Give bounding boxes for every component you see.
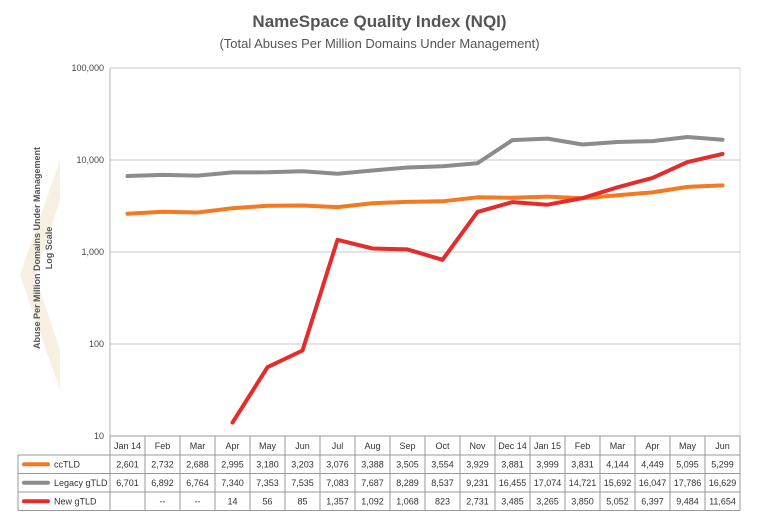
- table-cell-value: 2,995: [221, 459, 244, 469]
- table-cell-value: 3,076: [326, 459, 349, 469]
- table-cell-value: 7,687: [361, 478, 384, 488]
- table-cell-value: 3,485: [501, 496, 524, 506]
- table-cell-value: 16,629: [709, 478, 737, 488]
- table-cell-value: 1,092: [361, 496, 384, 506]
- table-cell-value: 3,999: [536, 459, 559, 469]
- x-tick-label: May: [679, 441, 697, 451]
- chart-subtitle: (Total Abuses Per Million Domains Under …: [219, 36, 540, 51]
- y-tick-labels: 100,000 10,000 1,000 100 10: [71, 63, 104, 441]
- x-tick-label: Jul: [332, 441, 344, 451]
- series-line-cctld: [125, 183, 725, 216]
- legend-label: Legacy gTLD: [54, 478, 108, 488]
- y-tick-label: 100: [89, 339, 104, 349]
- table-cell-value: 2,732: [151, 459, 174, 469]
- series-lines: [125, 135, 725, 425]
- y-tick-label: 1,000: [81, 247, 104, 257]
- x-tick-label: Jun: [295, 441, 310, 451]
- table-cell-value: 8,289: [396, 478, 419, 488]
- table-cell-value: 8,537: [431, 478, 454, 488]
- table-cell-value: 3,180: [256, 459, 279, 469]
- x-tick-label: Mar: [190, 441, 206, 451]
- table-cell-value: 6,701: [116, 478, 139, 488]
- legend-label: ccTLD: [54, 459, 81, 469]
- chart-title: NameSpace Quality Index (NQI): [252, 12, 507, 31]
- table-cell-value: 3,505: [396, 459, 419, 469]
- table-cell-value: 17,074: [534, 478, 562, 488]
- x-tick-label: Jun: [715, 441, 730, 451]
- data-table: Jan 14 Feb Mar Apr May Jun Jul Aug Sep Oct Nov Dec …: [17, 435, 741, 511]
- x-tick-label: Dec 14: [498, 441, 527, 451]
- table-cell-value: 7,340: [221, 478, 244, 488]
- table-cell-value: 11,654: [709, 496, 736, 506]
- x-tick-label: Feb: [155, 441, 171, 451]
- series-line-legacy-gtld: [125, 135, 725, 178]
- table-cell-value: 7,535: [291, 478, 314, 488]
- table-cell-value: 14: [227, 496, 237, 506]
- table-cell-value: 3,265: [536, 496, 559, 506]
- table-cell-value: 5,299: [711, 459, 734, 469]
- table-cell-value: 3,831: [571, 459, 594, 469]
- table-cell-value: 4,144: [606, 459, 629, 469]
- table-cell-value: 56: [262, 496, 272, 506]
- table-cell-value: 3,881: [501, 459, 524, 469]
- x-tick-label: Apr: [645, 441, 659, 451]
- watermark-chevron-icon: [20, 160, 60, 390]
- table-cell-value: 3,554: [431, 459, 454, 469]
- table-cell-value: 2,688: [186, 459, 209, 469]
- table-cell-value: 3,850: [571, 496, 594, 506]
- table-cell-value: 16,047: [639, 478, 667, 488]
- table-cell-value: 5,052: [606, 496, 629, 506]
- table-cell-value: 9,231: [466, 478, 489, 488]
- grid-lines: [110, 67, 740, 345]
- table-cell-value: 823: [435, 496, 450, 506]
- table-cell-value: 15,692: [604, 478, 632, 488]
- table-cell-value: 2,601: [116, 459, 139, 469]
- x-tick-label: Nov: [469, 441, 486, 451]
- table-cell-value: 1,357: [326, 496, 349, 506]
- table-cell-value: --: [160, 496, 166, 506]
- table-cell-value: 9,484: [676, 496, 699, 506]
- table-cell-value: 2,731: [466, 496, 489, 506]
- table-cell-value: 6,892: [151, 478, 174, 488]
- table-cell-value: 3,388: [361, 459, 384, 469]
- y-tick-label: 10: [94, 431, 104, 441]
- legend-label: New gTLD: [54, 496, 97, 506]
- y-tick-label: 100,000: [71, 63, 104, 73]
- table-cell-value: 4,449: [641, 459, 664, 469]
- table-cell-value: 3,929: [466, 459, 489, 469]
- table-cell-value: 3,203: [291, 459, 314, 469]
- x-tick-label: Jan 14: [114, 441, 141, 451]
- table-cell-value: 14,721: [569, 478, 597, 488]
- x-tick-label: Mar: [610, 441, 626, 451]
- table-cell-value: 6,764: [186, 478, 209, 488]
- table-cell-value: 17,786: [674, 478, 702, 488]
- table-cell-value: --: [195, 496, 201, 506]
- x-tick-label: Aug: [364, 441, 380, 451]
- table-cell-value: 16,455: [499, 478, 527, 488]
- x-tick-label: Apr: [225, 441, 239, 451]
- table-cell-value: 7,083: [326, 478, 349, 488]
- series-line-new-gtld: [230, 151, 725, 425]
- table-cell-value: 1,068: [396, 496, 419, 506]
- y-axis-label-scale: Log Scale: [44, 227, 54, 270]
- x-tick-label: Sep: [399, 441, 415, 451]
- x-tick-label: Feb: [575, 441, 591, 451]
- x-tick-label: Oct: [435, 441, 450, 451]
- y-tick-label: 10,000: [76, 155, 104, 165]
- table-cell-value: 85: [297, 496, 307, 506]
- table-cell-value: 5,095: [676, 459, 699, 469]
- table-cell-value: 6,397: [641, 496, 664, 506]
- y-axis-label: Abuse Per Million Domains Under Manageme…: [32, 147, 42, 349]
- x-tick-label: Jan 15: [534, 441, 561, 451]
- table-cell-value: 7,353: [256, 478, 279, 488]
- x-tick-label: May: [259, 441, 277, 451]
